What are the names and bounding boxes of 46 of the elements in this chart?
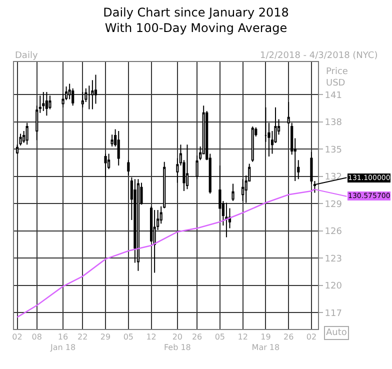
y-tick-label: 123 bbox=[324, 254, 342, 264]
candlestick bbox=[153, 210, 156, 274]
y-tick-label: 141 bbox=[324, 90, 342, 101]
x-tick-label: 20 Feb 18 bbox=[164, 332, 191, 352]
x-tick-label: 22 bbox=[78, 332, 88, 342]
candlestick bbox=[186, 144, 189, 190]
candlestick bbox=[45, 91, 48, 116]
candlestick bbox=[26, 122, 28, 146]
candlestick bbox=[42, 91, 45, 112]
x-tick-label: 16 Jan 18 bbox=[50, 332, 76, 352]
candlestick bbox=[251, 126, 254, 162]
candlestick bbox=[104, 153, 107, 178]
x-tick-label: 02 bbox=[12, 332, 22, 342]
chart-subtitle: With 100-Day Moving Average bbox=[104, 21, 288, 36]
candlestick bbox=[81, 91, 84, 108]
x-tick-label: 26 bbox=[192, 332, 202, 342]
text: Auto bbox=[326, 328, 348, 338]
x-tick-label: 12 bbox=[146, 332, 156, 342]
y-axis-title: Price USD bbox=[326, 67, 348, 89]
x-tick-label: 19 Mar 18 bbox=[252, 332, 280, 352]
y-tick-label: 138 bbox=[324, 118, 342, 128]
text: 1/2/2018 - 4/3/2018 (NYC) bbox=[260, 51, 378, 61]
y-tick-label: 120 bbox=[324, 282, 342, 292]
candlestick bbox=[16, 144, 19, 154]
candlestick bbox=[242, 178, 244, 202]
y-tick-label: 135 bbox=[324, 145, 342, 156]
candlestick bbox=[72, 88, 74, 106]
x-tick-label: 26 bbox=[283, 332, 294, 342]
y-tick-label: 132 bbox=[324, 172, 342, 183]
x-tick-label: 12 bbox=[238, 332, 248, 342]
x-tick-label: 02 bbox=[306, 332, 317, 342]
y-tick-label: 129 bbox=[324, 200, 342, 210]
y-tick-label: 117 bbox=[324, 308, 342, 319]
x-tick-label: 05 bbox=[123, 332, 134, 342]
x-tick-label: 29 bbox=[100, 332, 111, 342]
candlestick bbox=[127, 160, 130, 176]
x-tick-label: 05 bbox=[214, 332, 226, 342]
y-tick-label: 126 bbox=[324, 227, 342, 238]
candlestick bbox=[232, 183, 234, 202]
chart-title: Daily Chart since January 2018 bbox=[103, 6, 289, 20]
candlestick bbox=[136, 178, 140, 272]
candlestick bbox=[19, 133, 22, 146]
candlestick bbox=[117, 130, 120, 166]
x-tick-label: 08 bbox=[32, 332, 42, 342]
text: Daily bbox=[15, 51, 38, 61]
candlestick bbox=[225, 202, 228, 238]
